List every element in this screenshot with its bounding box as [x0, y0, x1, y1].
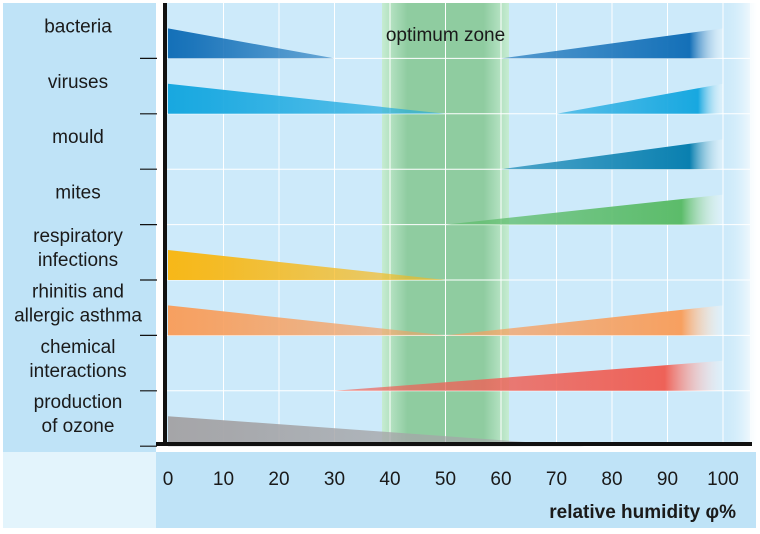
- x-tick-label: 20: [268, 469, 289, 490]
- x-tick-label: 80: [601, 469, 622, 490]
- wedge-rhinitis-and-allergic-asthma-2: [445, 305, 723, 336]
- wedge-viruses-1: [168, 83, 446, 114]
- wedge-respiratory-infections-1: [168, 250, 446, 280]
- axis-panel-left: [3, 452, 156, 528]
- x-axis-title: relative humidity φ%: [549, 502, 736, 523]
- row-label-viruses: viruses: [48, 72, 108, 93]
- row-labels: bacteria viruses mould mites respiratory infe…: [14, 16, 157, 447]
- row-label-mould: mould: [52, 127, 104, 148]
- row-label-respiratory-infections: respiratory infections: [33, 226, 123, 271]
- x-tick-label: 0: [163, 469, 174, 490]
- x-tick-label: 50: [435, 469, 456, 490]
- x-tick-labels: 0 10 20 30 40 50 60 70 80 90 100: [163, 469, 739, 490]
- wedge-mould-1: [501, 139, 723, 170]
- x-tick-label: 60: [490, 469, 511, 490]
- label-panel: [3, 3, 156, 452]
- x-tick-label: 40: [379, 469, 400, 490]
- plot-fade: [722, 3, 757, 444]
- wedge-bacteria-1: [168, 28, 335, 59]
- x-tick-label: 100: [707, 469, 739, 490]
- axis-panel: [156, 452, 756, 528]
- row-label-mites: mites: [55, 183, 100, 204]
- wedge-bacteria-2: [501, 28, 723, 59]
- x-tick-label: 70: [546, 469, 567, 490]
- row-label-rhinitis-and-allergic-asthma: rhinitis and allergic asthma: [14, 281, 142, 326]
- row-label-bacteria: bacteria: [44, 16, 112, 37]
- chart-marks: [168, 28, 723, 447]
- row-label-production-of-ozone: production of ozone: [34, 392, 123, 437]
- optimum-zone-label: optimum zone: [386, 25, 505, 46]
- wedge-rhinitis-and-allergic-asthma-1: [168, 305, 446, 336]
- wedge-production-of-ozone-1: [168, 416, 585, 447]
- wedge-viruses-2: [556, 83, 723, 114]
- wedge-chemical-interactions-1: [334, 360, 723, 391]
- x-tick-label: 10: [213, 469, 234, 490]
- x-tick-label: 30: [324, 469, 345, 490]
- row-label-chemical-interactions: chemical interactions: [29, 337, 126, 382]
- x-tick-label: 90: [657, 469, 678, 490]
- wedge-mites-1: [445, 194, 723, 225]
